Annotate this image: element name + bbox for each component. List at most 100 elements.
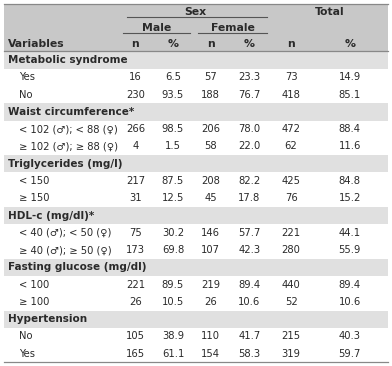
Text: 59.7: 59.7 xyxy=(338,349,361,359)
Text: n: n xyxy=(287,38,295,49)
Text: %: % xyxy=(244,38,255,49)
Text: 4: 4 xyxy=(132,142,139,152)
Bar xyxy=(4,259,388,276)
Text: 57: 57 xyxy=(204,72,217,82)
Bar xyxy=(4,190,388,207)
Text: 188: 188 xyxy=(201,90,220,100)
Text: 75: 75 xyxy=(129,228,142,238)
Text: ≥ 40 (♂); ≥ 50 (♀): ≥ 40 (♂); ≥ 50 (♀) xyxy=(19,245,112,255)
Text: No: No xyxy=(19,90,33,100)
Text: 57.7: 57.7 xyxy=(238,228,260,238)
Text: 16: 16 xyxy=(129,72,142,82)
Text: 266: 266 xyxy=(126,124,145,134)
Text: 38.9: 38.9 xyxy=(162,332,184,341)
Text: Metabolic syndrome: Metabolic syndrome xyxy=(8,55,127,65)
Bar xyxy=(4,328,388,345)
Text: 1.5: 1.5 xyxy=(165,142,181,152)
Text: 17.8: 17.8 xyxy=(238,193,260,203)
Text: 84.8: 84.8 xyxy=(339,176,361,186)
Bar xyxy=(4,36,388,52)
Bar xyxy=(4,69,388,86)
Text: ≥ 102 (♂); ≥ 88 (♀): ≥ 102 (♂); ≥ 88 (♀) xyxy=(19,142,118,152)
Text: Yes: Yes xyxy=(19,349,35,359)
Text: 217: 217 xyxy=(126,176,145,186)
Text: 221: 221 xyxy=(126,280,145,290)
Text: 219: 219 xyxy=(201,280,220,290)
Text: ≥ 150: ≥ 150 xyxy=(19,193,50,203)
Text: 173: 173 xyxy=(126,245,145,255)
Text: 15.2: 15.2 xyxy=(338,193,361,203)
Text: 98.5: 98.5 xyxy=(162,124,184,134)
Text: %: % xyxy=(167,38,178,49)
Text: 93.5: 93.5 xyxy=(162,90,184,100)
Text: 44.1: 44.1 xyxy=(339,228,361,238)
Text: 10.6: 10.6 xyxy=(339,297,361,307)
Text: HDL-c (mg/dl)*: HDL-c (mg/dl)* xyxy=(8,210,94,221)
Bar xyxy=(4,52,388,69)
Text: 11.6: 11.6 xyxy=(338,142,361,152)
Text: 73: 73 xyxy=(285,72,298,82)
Text: 26: 26 xyxy=(129,297,142,307)
Text: 82.2: 82.2 xyxy=(238,176,260,186)
Text: 146: 146 xyxy=(201,228,220,238)
Text: Variables: Variables xyxy=(8,38,64,49)
Text: 61.1: 61.1 xyxy=(162,349,184,359)
Bar xyxy=(4,138,388,155)
Text: < 100: < 100 xyxy=(19,280,49,290)
Text: 58: 58 xyxy=(205,142,217,152)
Text: 78.0: 78.0 xyxy=(238,124,260,134)
Text: 87.5: 87.5 xyxy=(162,176,184,186)
Text: 89.5: 89.5 xyxy=(162,280,184,290)
Text: 23.3: 23.3 xyxy=(238,72,260,82)
Text: 319: 319 xyxy=(281,349,301,359)
Text: 88.4: 88.4 xyxy=(339,124,361,134)
Text: 22.0: 22.0 xyxy=(238,142,260,152)
Text: 440: 440 xyxy=(282,280,300,290)
Text: %: % xyxy=(344,38,355,49)
Text: 425: 425 xyxy=(281,176,301,186)
Text: 206: 206 xyxy=(201,124,220,134)
Text: Hypertension: Hypertension xyxy=(8,314,87,324)
Text: 10.6: 10.6 xyxy=(238,297,260,307)
Text: < 40 (♂); < 50 (♀): < 40 (♂); < 50 (♀) xyxy=(19,228,112,238)
Text: < 150: < 150 xyxy=(19,176,50,186)
Text: Fasting glucose (mg/dl): Fasting glucose (mg/dl) xyxy=(8,262,146,272)
Bar xyxy=(4,310,388,328)
Text: Female: Female xyxy=(211,23,254,33)
Text: < 102 (♂); < 88 (♀): < 102 (♂); < 88 (♀) xyxy=(19,124,118,134)
Text: 85.1: 85.1 xyxy=(339,90,361,100)
Text: 89.4: 89.4 xyxy=(339,280,361,290)
Bar xyxy=(4,86,388,103)
Text: Triglycerides (mg/l): Triglycerides (mg/l) xyxy=(8,159,122,169)
Bar xyxy=(4,103,388,120)
Text: Yes: Yes xyxy=(19,72,35,82)
Text: 6.5: 6.5 xyxy=(165,72,181,82)
Text: 45: 45 xyxy=(205,193,217,203)
Text: 230: 230 xyxy=(126,90,145,100)
Text: 89.4: 89.4 xyxy=(238,280,260,290)
Text: No: No xyxy=(19,332,33,341)
Text: 165: 165 xyxy=(126,349,145,359)
Bar xyxy=(4,120,388,138)
Text: 31: 31 xyxy=(129,193,142,203)
Text: 472: 472 xyxy=(281,124,301,134)
Text: 215: 215 xyxy=(281,332,301,341)
Bar xyxy=(4,293,388,310)
Text: 52: 52 xyxy=(285,297,298,307)
Text: 76: 76 xyxy=(285,193,298,203)
Bar xyxy=(4,155,388,172)
Text: ≥ 100: ≥ 100 xyxy=(19,297,50,307)
Bar xyxy=(4,276,388,293)
Bar xyxy=(4,242,388,259)
Text: 10.5: 10.5 xyxy=(162,297,184,307)
Text: 14.9: 14.9 xyxy=(339,72,361,82)
Text: 62: 62 xyxy=(285,142,298,152)
Text: 154: 154 xyxy=(201,349,220,359)
Text: Total: Total xyxy=(315,7,344,16)
Text: 280: 280 xyxy=(281,245,301,255)
Bar xyxy=(4,172,388,190)
Text: 42.3: 42.3 xyxy=(238,245,260,255)
Text: 58.3: 58.3 xyxy=(238,349,260,359)
Text: 41.7: 41.7 xyxy=(238,332,260,341)
Text: n: n xyxy=(207,38,215,49)
